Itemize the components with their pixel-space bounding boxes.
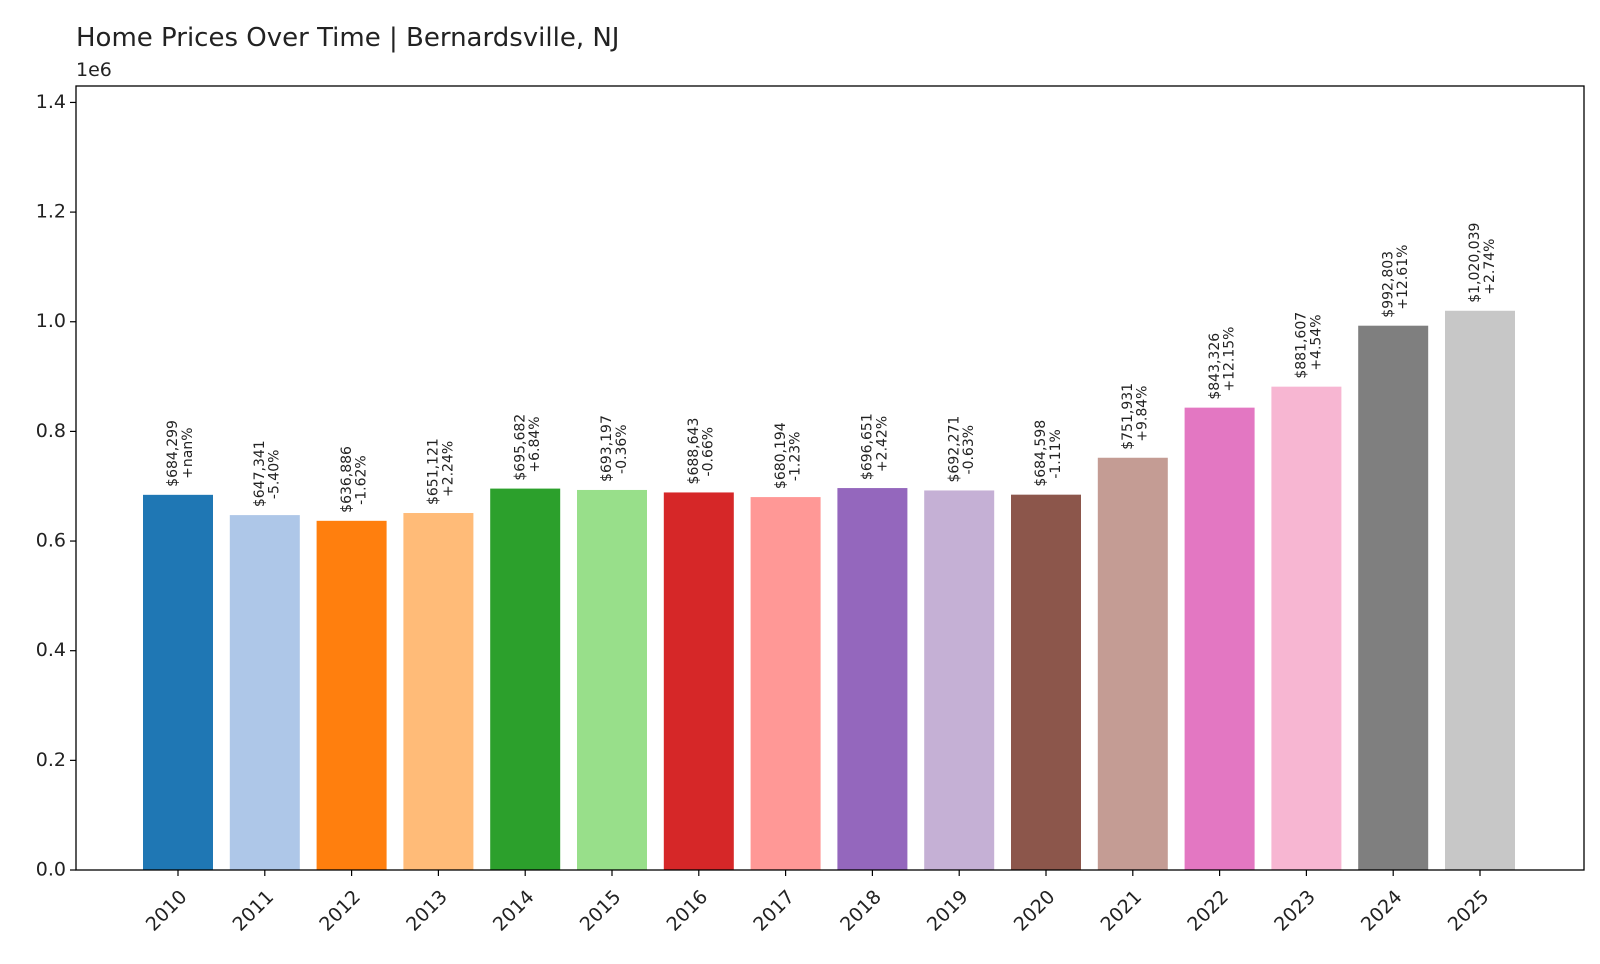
data-label-2018: $696,651+2.42%: [860, 413, 891, 480]
bar-2025: [1445, 310, 1515, 870]
value-label-2015: $693,197: [599, 415, 615, 482]
change-label-2014: +6.84%: [527, 416, 543, 472]
change-label-2022: +12.15%: [1222, 327, 1238, 392]
y-tick-label-0.2: 0.2: [36, 749, 66, 771]
change-label-2021: +9.84%: [1135, 386, 1151, 442]
change-label-2020: -1.11%: [1048, 429, 1064, 479]
y-tick-label-1.0: 1.0: [36, 310, 66, 332]
change-label-2013: +2.24%: [440, 441, 456, 497]
y-tick-label-0.0: 0.0: [36, 859, 66, 881]
x-tick-label-2017: 2017: [749, 886, 799, 936]
change-label-2012: -1.62%: [354, 455, 370, 505]
y-axis: 0.0 0.2 0.4 0.6 0.8 1.0 1.2 1.4: [36, 91, 76, 881]
value-label-2022: $843,326: [1207, 333, 1223, 400]
plot-frame: [75, 85, 1585, 871]
x-tick-label-2013: 2013: [402, 886, 452, 936]
data-label-2015: $693,197-0.36%: [599, 415, 630, 482]
bar-2018: [837, 488, 908, 870]
data-label-2011: $647,341-5.40%: [252, 440, 283, 507]
change-label-2019: -0.63%: [961, 425, 977, 475]
x-tick-label-2015: 2015: [576, 886, 626, 936]
change-label-2023: +4.54%: [1308, 314, 1324, 370]
x-tick-label-2021: 2021: [1096, 886, 1146, 936]
data-label-2025: $1,020,039+2.74%: [1467, 223, 1498, 303]
data-label-2019: $692,271-0.63%: [946, 416, 977, 483]
data-label-2014: $695,682+6.84%: [512, 414, 543, 481]
change-label-2015: -0.36%: [614, 424, 630, 474]
x-tick-label-2014: 2014: [489, 886, 539, 936]
bar-2022: [1184, 407, 1255, 870]
y-tick-label-1.4: 1.4: [36, 91, 66, 113]
value-label-2010: $684,299: [165, 420, 181, 487]
y-tick-label-0.4: 0.4: [36, 639, 66, 661]
change-label-2018: +2.42%: [874, 416, 890, 472]
bar-2010: [143, 494, 213, 870]
value-label-2020: $684,598: [1033, 420, 1049, 487]
x-axis: 2010 2011 2012 2013 2014 2015 2016 2017 2018 2019…: [142, 870, 1494, 936]
x-tick-label-2023: 2023: [1270, 886, 1320, 936]
data-label-2022: $843,326+12.15%: [1207, 327, 1238, 400]
bar-2019: [924, 490, 995, 870]
x-tick-label-2024: 2024: [1357, 886, 1407, 936]
bar-2016: [663, 492, 734, 870]
value-label-2021: $751,931: [1120, 383, 1136, 450]
value-label-2014: $695,682: [512, 414, 528, 481]
value-label-2013: $651,121: [426, 438, 442, 505]
x-tick-label-2012: 2012: [315, 886, 365, 936]
value-label-2019: $692,271: [946, 416, 962, 483]
data-label-2016: $688,643-0.66%: [686, 418, 717, 485]
bar-2013: [403, 513, 474, 870]
data-labels-group: $684,299+nan% $647,341-5.40% $636,886-1.62…: [165, 223, 1498, 513]
data-label-2020: $684,598-1.11%: [1033, 420, 1064, 487]
y-tick-label-0.8: 0.8: [36, 420, 66, 442]
data-label-2021: $751,931+9.84%: [1120, 383, 1151, 450]
y-tick-label-0.6: 0.6: [36, 530, 66, 552]
data-label-2017: $680,194-1.23%: [773, 422, 804, 489]
data-label-2010: $684,299+nan%: [165, 420, 196, 487]
change-label-2024: +12.61%: [1395, 245, 1411, 310]
change-label-2016: -0.66%: [701, 427, 717, 477]
change-label-2017: -1.23%: [788, 432, 804, 482]
value-label-2016: $688,643: [686, 418, 702, 485]
bar-2021: [1097, 457, 1168, 870]
bar-2014: [490, 488, 561, 870]
value-label-2023: $881,607: [1294, 312, 1310, 379]
y-scale-note: 1e6: [76, 59, 112, 81]
data-label-2012: $636,886-1.62%: [339, 446, 370, 513]
change-label-2025: +2.74%: [1482, 239, 1498, 295]
x-tick-label-2020: 2020: [1010, 886, 1060, 936]
bar-2020: [1011, 494, 1081, 870]
data-label-2023: $881,607+4.54%: [1294, 312, 1325, 379]
chart-title: Home Prices Over Time | Bernardsville, N…: [76, 23, 619, 53]
bars-group: [143, 310, 1515, 870]
x-tick-label-2022: 2022: [1183, 886, 1233, 936]
x-tick-label-2019: 2019: [923, 886, 973, 936]
bar-2017: [750, 497, 821, 870]
data-label-2024: $992,803+12.61%: [1380, 245, 1411, 318]
x-tick-label-2018: 2018: [836, 886, 886, 936]
x-tick-label-2010: 2010: [142, 886, 192, 936]
value-label-2024: $992,803: [1380, 251, 1396, 318]
value-label-2011: $647,341: [252, 440, 268, 507]
value-label-2025: $1,020,039: [1467, 223, 1483, 303]
bar-2023: [1271, 386, 1342, 870]
y-tick-label-1.2: 1.2: [36, 201, 66, 223]
value-label-2012: $636,886: [339, 446, 355, 513]
bar-2011: [229, 515, 300, 870]
change-label-2011: -5.40%: [267, 450, 283, 500]
value-label-2018: $696,651: [860, 413, 876, 480]
value-label-2017: $680,194: [773, 422, 789, 489]
data-label-2013: $651,121+2.24%: [426, 438, 457, 505]
bar-2012: [316, 520, 387, 870]
bar-2024: [1358, 325, 1429, 870]
x-tick-label-2016: 2016: [662, 886, 712, 936]
x-tick-label-2025: 2025: [1444, 886, 1494, 936]
x-tick-label-2011: 2011: [228, 886, 278, 936]
change-label-2010: +nan%: [180, 427, 196, 478]
bar-2015: [577, 489, 647, 870]
